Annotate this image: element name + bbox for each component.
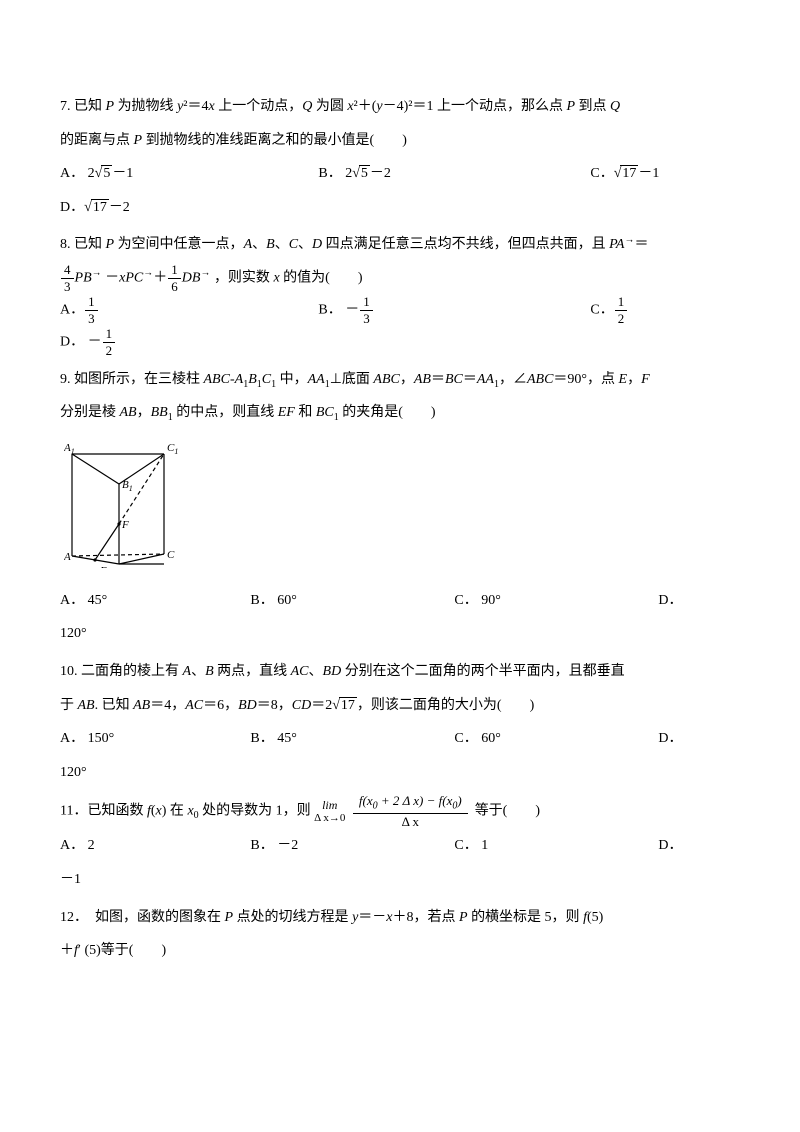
q7-opt-d: D．17－2	[60, 191, 740, 225]
q9-opt-b: B． 60°	[250, 584, 454, 618]
q11-opt-d: D．	[658, 829, 740, 863]
q8-opt-d: D． －12	[60, 326, 740, 358]
question-7: 7. 已知 P 为抛物线 y²＝4x 上一个动点，Q 为圆 x²＋(y－4)²＝…	[60, 90, 740, 224]
question-10: 10. 二面角的棱上有 A、B 两点，直线 AC、BD 分别在这个二面角的两个半…	[60, 655, 740, 789]
svg-text:A1: A1	[64, 442, 75, 456]
q9-stem-line2: 分别是棱 AB，BB1 的中点，则直线 EF 和 BC1 的夹角是( )	[60, 396, 740, 430]
question-9: 9. 如图所示，在三棱柱 ABC-A1B1C1 中，AA1⊥底面 ABC，AB＝…	[60, 363, 740, 651]
svg-text:C1: C1	[167, 442, 178, 456]
question-12: 12． 如图，函数的图象在 P 点处的切线方程是 y＝－x＋8，若点 P 的横坐…	[60, 901, 740, 968]
svg-text:B: B	[119, 567, 126, 568]
q12-stem-line1: 12． 如图，函数的图象在 P 点处的切线方程是 y＝－x＋8，若点 P 的横坐…	[60, 901, 740, 935]
q10-options: A． 150° B． 45° C． 60° D．	[60, 722, 740, 756]
q9-opt-a: A． 45°	[60, 584, 250, 618]
q10-opt-d2: 120°	[60, 756, 740, 790]
q12-stem-line2: ＋f′ (5)等于( )	[60, 934, 740, 968]
svg-text:C: C	[167, 549, 175, 561]
svg-text:E: E	[99, 565, 107, 568]
q9-stem-line1: 9. 如图所示，在三棱柱 ABC-A1B1C1 中，AA1⊥底面 ABC，AB＝…	[60, 363, 740, 397]
q11-opt-a: A． 2	[60, 829, 250, 863]
question-11: 11．已知函数 f(x) 在 x0 处的导数为 1，则 limΔ x→0 f(x…	[60, 793, 740, 896]
q11-opt-d2: －1	[60, 863, 740, 897]
q8-options-row1: A．13 B． －13 C．12	[60, 294, 740, 326]
q10-opt-d: D．	[658, 722, 740, 756]
q11-opt-b: B． －2	[250, 829, 454, 863]
q7-stem-line2: 的距离与点 P 到抛物线的准线距离之和的最小值是( )	[60, 124, 740, 158]
q10-stem-line1: 10. 二面角的棱上有 A、B 两点，直线 AC、BD 分别在这个二面角的两个半…	[60, 655, 740, 689]
q7-opt-b: B． 25－2	[318, 157, 590, 191]
q10-opt-b: B． 45°	[250, 722, 454, 756]
q8-opt-a: A．13	[60, 294, 318, 326]
q8-opt-b: B． －13	[318, 294, 590, 326]
q7-opt-c: C．17－1	[590, 157, 740, 191]
q11-stem: 11．已知函数 f(x) 在 x0 处的导数为 1，则 limΔ x→0 f(x…	[60, 793, 740, 829]
q11-options: A． 2 B． －2 C． 1 D．	[60, 829, 740, 863]
q9-opt-d2: 120°	[60, 617, 740, 651]
q8-stem-line1: 8. 已知 P 为空间中任意一点，A、B、C、D 四点满足任意三点均不共线，但四…	[60, 228, 740, 262]
q9-options: A． 45° B． 60° C． 90° D．	[60, 584, 740, 618]
q10-stem-line2: 于 AB. 已知 AB＝4，AC＝6，BD＝8，CD＝217，则该二面角的大小为…	[60, 689, 740, 723]
q8-stem-line2: 43PB→ －xPC→＋16DB→ ，则实数 x 的值为( )	[60, 262, 740, 294]
q7-opt-a: A． 25－1	[60, 157, 318, 191]
q10-opt-a: A． 150°	[60, 722, 250, 756]
svg-text:F: F	[121, 519, 129, 531]
q8-opt-c: C．12	[590, 294, 740, 326]
q11-opt-c: C． 1	[454, 829, 658, 863]
q7-stem-line1: 7. 已知 P 为抛物线 y²＝4x 上一个动点，Q 为圆 x²＋(y－4)²＝…	[60, 90, 740, 124]
svg-text:B1: B1	[122, 479, 133, 493]
question-8: 8. 已知 P 为空间中任意一点，A、B、C、D 四点满足任意三点均不共线，但四…	[60, 228, 740, 358]
q10-opt-c: C． 60°	[454, 722, 658, 756]
q9-opt-d: D．	[658, 584, 740, 618]
q7-options-row1: A． 25－1 B． 25－2 C．17－1	[60, 157, 740, 191]
svg-text:A: A	[64, 551, 71, 563]
q9-opt-c: C． 90°	[454, 584, 658, 618]
q9-diagram: A E B C A1 B1 C1 F	[64, 436, 740, 582]
